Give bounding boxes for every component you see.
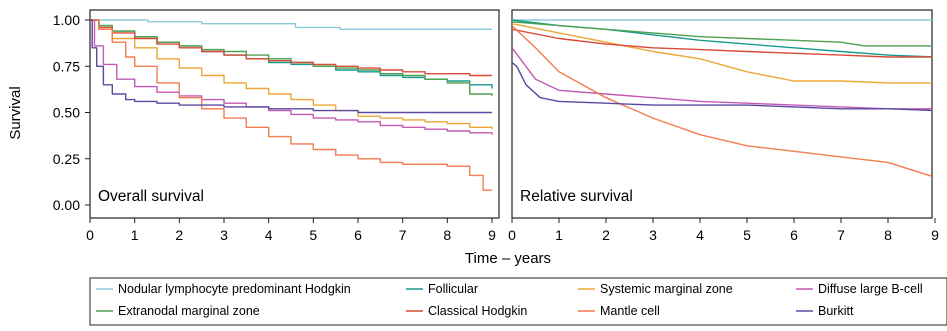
y-tick-label: 1.00 <box>53 12 80 28</box>
x-tick-label: 0 <box>508 227 516 243</box>
series-line-classical-hodgkin <box>512 28 932 58</box>
x-tick-label: 5 <box>743 227 751 243</box>
x-tick-label: 7 <box>399 227 407 243</box>
series-lines <box>512 19 932 178</box>
x-tick-label: 3 <box>220 227 228 243</box>
legend-label: Mantle cell <box>600 304 660 318</box>
legend-item: Nodular lymphocyte predominant Hodgkin <box>96 282 351 296</box>
legend-label: Nodular lymphocyte predominant Hodgkin <box>118 282 351 296</box>
y-tick-label: 0.50 <box>53 105 80 121</box>
x-tick-label: 2 <box>175 227 183 243</box>
legend-label: Systemic marginal zone <box>600 282 733 296</box>
x-tick-label: 2 <box>602 227 610 243</box>
series-line-systemic-marginal-zone <box>512 23 932 84</box>
legend-item: Extranodal marginal zone <box>96 304 260 318</box>
legend-label: Extranodal marginal zone <box>118 304 260 318</box>
panel-label: Relative survival <box>520 188 633 205</box>
plot-frame <box>511 9 933 219</box>
series-line-follicular <box>90 19 493 89</box>
x-tick-label: 8 <box>443 227 451 243</box>
x-tick-label: 6 <box>354 227 362 243</box>
legend-label: Classical Hodgkin <box>428 304 527 318</box>
legend-item: Follicular <box>406 282 478 296</box>
relative-survival-panel: Relative survival 0 1 2 3 4 5 6 7 8 9 <box>508 9 939 243</box>
series-line-diffuse-large-b-cell <box>512 47 932 110</box>
series-line-systemic-marginal-zone <box>90 19 493 130</box>
x-tick-label: 9 <box>488 227 496 243</box>
legend-item: Systemic marginal zone <box>578 282 733 296</box>
legend-item: Mantle cell <box>578 304 660 318</box>
y-tick-label: 0.75 <box>53 58 80 74</box>
x-tick-label: 5 <box>309 227 317 243</box>
x-tick-label: 0 <box>86 227 94 243</box>
y-axis-title: Survival <box>7 86 24 139</box>
series-line-extranodal-marginal-zone <box>90 19 493 96</box>
series-line-mantle-cell <box>90 19 492 191</box>
x-tick-label: 8 <box>884 227 892 243</box>
legend-item: Diffuse large B-cell <box>796 282 923 296</box>
legend-label: Diffuse large B-cell <box>818 282 923 296</box>
legend-label: Follicular <box>428 282 478 296</box>
x-tick-label: 1 <box>131 227 139 243</box>
legend-box <box>89 277 947 326</box>
x-tick-label: 4 <box>265 227 273 243</box>
series-line-diffuse-large-b-cell <box>90 19 493 135</box>
series-line-nodular-lymphocyte-predominant-hodgkin <box>90 19 492 30</box>
plot-frame <box>89 9 500 219</box>
y-tick-label: 0.00 <box>53 197 80 213</box>
x-axis-title: Time – years <box>465 250 551 267</box>
overall-survival-panel: Overall survival 0 1 2 3 4 5 6 7 8 9 0.00 0.25 0.50 0.… <box>53 9 500 243</box>
y-tick-label: 0.25 <box>53 151 80 167</box>
x-tick-label: 6 <box>790 227 798 243</box>
legend-item: Classical Hodgkin <box>406 304 527 318</box>
series-line-burkitt <box>512 61 932 112</box>
series-line-extranodal-marginal-zone <box>512 21 932 47</box>
series-line-burkitt <box>90 19 492 114</box>
x-tick-label: 3 <box>649 227 657 243</box>
legend-item: Burkitt <box>796 304 854 318</box>
x-tick-label: 9 <box>931 227 939 243</box>
legend: Nodular lymphocyte predominant Hodgkin Fo… <box>89 277 947 326</box>
x-tick-label: 4 <box>696 227 704 243</box>
series-line-mantle-cell <box>512 25 932 178</box>
x-tick-label: 1 <box>555 227 563 243</box>
x-tick-label: 7 <box>837 227 845 243</box>
panel-label: Overall survival <box>98 188 204 205</box>
series-lines <box>90 19 493 191</box>
series-line-follicular <box>512 19 932 58</box>
legend-label: Burkitt <box>818 304 854 318</box>
series-line-classical-hodgkin <box>90 19 492 77</box>
